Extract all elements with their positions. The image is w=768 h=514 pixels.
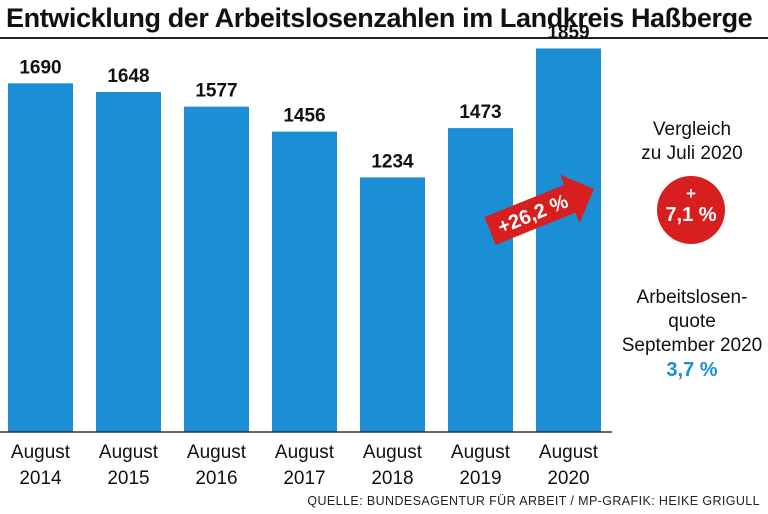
category-label-3-year: 2017 — [283, 468, 325, 489]
category-label-6-year: 2020 — [547, 468, 589, 489]
change-badge-sign: + — [686, 184, 696, 203]
chart-title: Entwicklung der Arbeitslosenzahlen im La… — [6, 3, 753, 33]
category-label-4-year: 2018 — [371, 468, 413, 489]
category-label-0-year: 2014 — [19, 468, 62, 489]
bar-5 — [448, 128, 513, 432]
value-label-5: 1473 — [459, 102, 501, 123]
category-label-2-month: August — [187, 442, 247, 463]
value-labels-group: 1690 1648 1577 1456 1234 1473 1859 — [19, 22, 589, 172]
quote-block: Arbeitslosen- quote September 2020 3,7 % — [612, 286, 768, 382]
comparison-label-1: Vergleich — [652, 119, 732, 140]
bar-0 — [8, 83, 73, 432]
value-label-2: 1577 — [195, 81, 237, 102]
quote-label-2: quote — [668, 311, 716, 332]
category-label-1-year: 2015 — [107, 468, 149, 489]
category-label-6-month: August — [539, 442, 599, 463]
category-labels-group: August 2014 August 2015 August 2016 August 2017… — [11, 442, 599, 489]
value-label-1: 1648 — [107, 66, 149, 87]
comparison-block: Vergleich zu Juli 2020 — [612, 118, 768, 166]
bar-1 — [96, 91, 161, 432]
arrow-right-icon — [484, 174, 594, 245]
category-label-1-month: August — [99, 442, 159, 463]
category-label-2-year: 2016 — [195, 468, 237, 489]
title-divider — [0, 37, 768, 39]
category-label-4-month: August — [363, 442, 423, 463]
category-label-5-year: 2019 — [459, 468, 501, 489]
value-label-0: 1690 — [19, 57, 61, 78]
bar-2 — [184, 106, 249, 432]
quote-label-3: September 2020 — [621, 335, 763, 356]
comparison-label-2: zu Juli 2020 — [641, 143, 743, 164]
bars-group — [8, 48, 601, 432]
bar-4 — [360, 177, 425, 432]
change-badge-value: 7,1 % — [665, 204, 717, 226]
quote-label-1: Arbeitslosen- — [636, 287, 748, 308]
source-credit: QUELLE: BUNDESAGENTUR FÜR ARBEIT / MP-GR… — [307, 494, 760, 508]
bar-3 — [272, 131, 337, 432]
quote-value: 3,7 % — [666, 359, 718, 381]
category-label-3-month: August — [275, 442, 335, 463]
change-badge: + 7,1 % — [657, 176, 725, 244]
value-label-3: 1456 — [283, 106, 325, 127]
category-label-5-month: August — [451, 442, 511, 463]
bar-6 — [536, 48, 601, 432]
category-label-0-month: August — [11, 442, 71, 463]
value-label-4: 1234 — [371, 151, 414, 172]
value-label-6: 1859 — [547, 22, 589, 43]
